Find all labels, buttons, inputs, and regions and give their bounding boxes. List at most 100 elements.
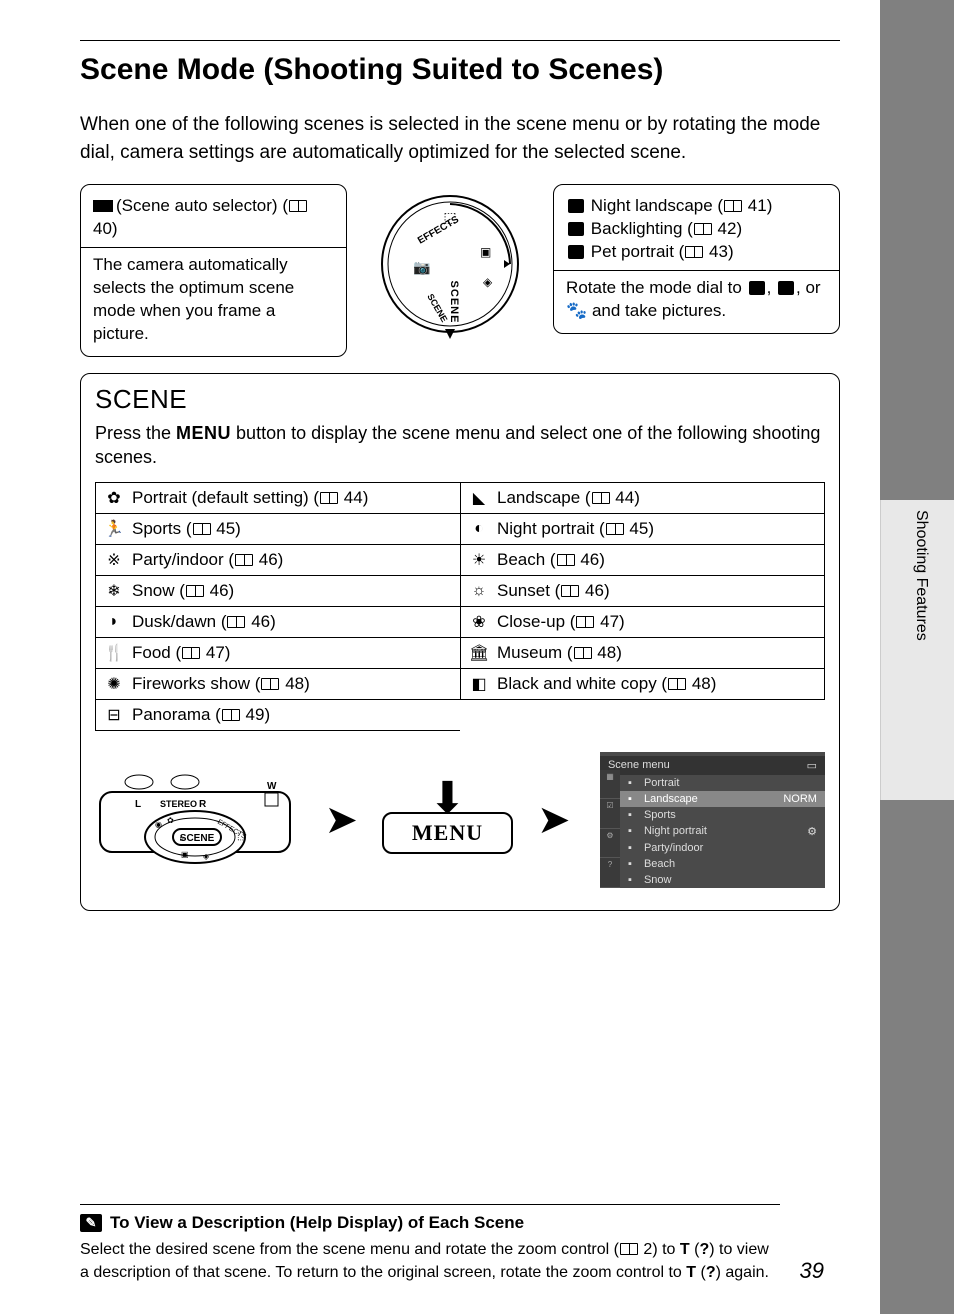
book-icon <box>320 492 338 504</box>
side-tab-label: Shooting Features <box>912 510 930 641</box>
book-icon <box>668 678 686 690</box>
museum-icon: 🏛 <box>469 643 489 663</box>
footer-title-text: To View a Description (Help Display) of … <box>110 1213 524 1233</box>
dial-modes-list: Night landscape ( 41) Backlighting ( 42)… <box>566 195 827 264</box>
tab-icon: ☑ <box>600 799 620 829</box>
menu-flow: L STEREO R W SCENE ▹ ◉ ✿ EFFECTS ⬚ <box>95 747 825 892</box>
help-icon: ? <box>706 1264 716 1281</box>
book-icon <box>694 223 712 235</box>
text: Select the desired scene from the scene … <box>80 1241 619 1258</box>
text: again. <box>721 1264 769 1281</box>
pet-icon: 🐾 <box>566 301 587 320</box>
scene-auto-icon <box>93 200 113 212</box>
lcd-screen: Scene menu ▭ ▦ ☑ ⚙ ? ▪Portrait▪Landscape… <box>600 752 825 888</box>
portrait-icon: ✿ <box>104 488 124 508</box>
scene-label: Museum ( 48) <box>497 643 622 663</box>
scene-cell: ◐ Night portrait ( 45) <box>460 513 825 545</box>
book-icon <box>557 554 575 566</box>
book-icon <box>606 523 624 535</box>
scene-cell: 🏛 Museum ( 48) <box>460 637 825 669</box>
item-label: Party/indoor <box>644 842 703 854</box>
help-icon: ? <box>699 1241 709 1258</box>
scene-label: Party/indoor ( 46) <box>132 550 283 570</box>
battery-icon: ▭ <box>807 759 817 772</box>
scene-label: Portrait (default setting) ( 44) <box>132 488 368 508</box>
book-icon <box>182 647 200 659</box>
mode-dial-illustration: EFFECTS ⬚ 📷 ▣ ◈ SCENE SCENE <box>365 184 535 354</box>
mode-icon-1 <box>749 281 765 295</box>
screen-tabs: ▦ ☑ ⚙ ? <box>600 770 620 888</box>
page-title: Scene Mode (Shooting Suited to Scenes) <box>80 53 840 87</box>
scene-label: Night portrait ( 45) <box>497 519 654 539</box>
screen-menu-item: ▪Snow <box>620 872 825 888</box>
item-right: ⚙ <box>807 825 817 838</box>
item-label: Night portrait <box>644 825 707 838</box>
text: Press the <box>95 423 176 443</box>
svg-text:R: R <box>199 799 207 810</box>
dial-mode-line: Backlighting ( 42) <box>566 218 827 241</box>
scene-cell: ✺ Fireworks show ( 48) <box>95 668 460 700</box>
item-icon: ▪ <box>628 858 632 870</box>
dial-instructions: Rotate the mode dial to , , or 🐾 and tak… <box>566 277 827 323</box>
menu-button-label: MENU <box>382 812 513 854</box>
svg-text:▹: ▹ <box>180 834 184 843</box>
svg-text:◉: ◉ <box>155 820 162 829</box>
screen-title-bar: Scene menu ▭ <box>600 756 825 775</box>
scene-label: Food ( 47) <box>132 643 230 663</box>
svg-text:▣: ▣ <box>480 245 491 259</box>
screen-menu-item: ▪ Beach <box>620 856 825 872</box>
svg-text:L: L <box>135 799 141 810</box>
scene-box: SCENE Press the MENU button to display t… <box>80 373 840 912</box>
svg-text:⬚: ⬚ <box>237 831 246 842</box>
svg-text:⬚: ⬚ <box>443 209 456 225</box>
auto-selector-heading: (Scene auto selector) ( 40) <box>93 195 334 241</box>
divider <box>554 270 839 271</box>
item-label: Snow <box>644 874 672 886</box>
svg-text:SCENE: SCENE <box>180 833 215 844</box>
food-icon: 🍴 <box>104 643 124 663</box>
dial-mode-line: Pet portrait ( 43) <box>566 241 827 264</box>
book-icon <box>289 200 307 212</box>
footer-rule <box>80 1204 780 1205</box>
t-glyph: T <box>680 1241 690 1258</box>
screen-menu-item: ▪Night portrait⚙ <box>620 823 825 840</box>
dial-modes-box: Night landscape ( 41) Backlighting ( 42)… <box>553 184 840 334</box>
book-icon <box>620 1243 638 1255</box>
item-label: Beach <box>644 858 675 870</box>
closeup-icon: ❀ <box>469 612 489 632</box>
scene-cell: 🍴 Food ( 47) <box>95 637 460 669</box>
svg-text:◈: ◈ <box>203 852 210 861</box>
header-rule <box>80 40 840 41</box>
intro-text: When one of the following scenes is sele… <box>80 111 840 166</box>
mode-icon-2 <box>778 281 794 295</box>
scene-label: Black and white copy ( 48) <box>497 674 716 694</box>
tab-icon: ▦ <box>600 770 620 800</box>
screen-menu-item: ▪LandscapeNORM <box>620 791 825 807</box>
svg-text:✿: ✿ <box>167 816 174 825</box>
arrow-icon: ➤ <box>324 797 358 843</box>
scene-table: ✿ Portrait (default setting) ( 44)🏃 Spor… <box>95 483 825 731</box>
tab-icon: ⚙ <box>600 829 620 859</box>
text: ) to <box>652 1241 680 1258</box>
auto-selector-label: (Scene auto selector) <box>116 196 278 215</box>
arrow-icon: ➤ <box>537 797 571 843</box>
book-icon <box>574 647 592 659</box>
text: or <box>801 278 821 297</box>
scene-label: Dusk/dawn ( 46) <box>132 612 276 632</box>
note-icon: ✎ <box>80 1214 102 1232</box>
text: and take pictures. <box>587 301 726 320</box>
dusk-icon: ◗ <box>104 613 124 631</box>
scene-cell: ☀ Beach ( 46) <box>460 544 825 576</box>
item-icon: ▪ <box>628 809 632 821</box>
camera-top-illustration: L STEREO R W SCENE ▹ ◉ ✿ EFFECTS ⬚ <box>95 747 295 892</box>
text: Rotate the mode dial to <box>566 278 747 297</box>
scene-col-left: ✿ Portrait (default setting) ( 44)🏃 Spor… <box>95 483 460 731</box>
book-icon <box>592 492 610 504</box>
screen-menu-item: ▪Sports <box>620 807 825 823</box>
page-content: Scene Mode (Shooting Suited to Scenes) W… <box>0 0 880 1314</box>
scene-description: Press the MENU button to display the sce… <box>95 421 825 470</box>
scene-cell: ◧ Black and white copy ( 48) <box>460 668 825 700</box>
book-icon <box>561 585 579 597</box>
scene-cell: ◗ Dusk/dawn ( 46) <box>95 606 460 638</box>
svg-text:STEREO: STEREO <box>160 799 197 809</box>
